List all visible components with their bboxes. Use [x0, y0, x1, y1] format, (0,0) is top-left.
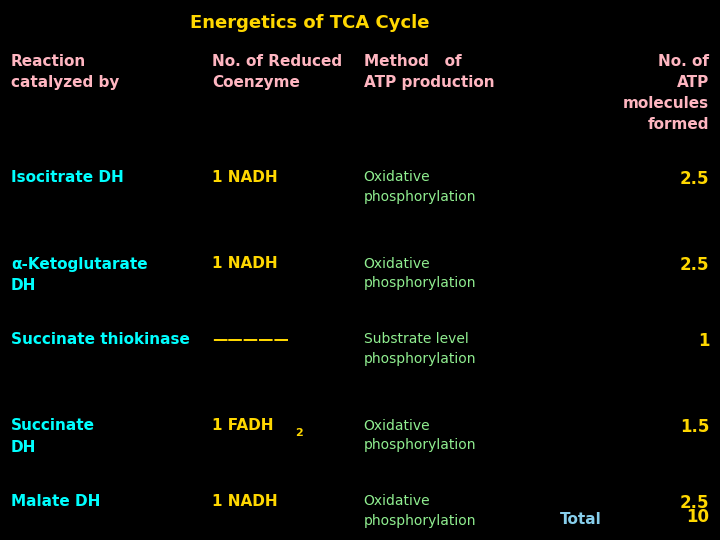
Text: Energetics of TCA Cycle: Energetics of TCA Cycle [190, 14, 429, 31]
Text: Isocitrate DH: Isocitrate DH [11, 170, 124, 185]
Text: 1 FADH: 1 FADH [212, 418, 274, 434]
Text: Succinate
DH: Succinate DH [11, 418, 95, 455]
Text: 1 NADH: 1 NADH [212, 170, 278, 185]
Text: Oxidative
phosphorylation: Oxidative phosphorylation [364, 418, 476, 452]
Text: Total: Total [559, 511, 601, 526]
Text: 2.5: 2.5 [680, 170, 709, 188]
Text: No. of
ATP
molecules
formed: No. of ATP molecules formed [623, 54, 709, 132]
Text: Reaction
catalyzed by: Reaction catalyzed by [11, 54, 120, 90]
Text: Method   of
ATP production: Method of ATP production [364, 54, 494, 90]
Text: α-Ketoglutarate
DH: α-Ketoglutarate DH [11, 256, 148, 293]
Text: —————: ————— [212, 332, 289, 347]
Text: 2: 2 [295, 428, 303, 438]
Text: Oxidative
phosphorylation: Oxidative phosphorylation [364, 170, 476, 204]
Text: 1 NADH: 1 NADH [212, 256, 278, 272]
Text: 1 NADH: 1 NADH [212, 494, 278, 509]
Text: 1: 1 [698, 332, 709, 350]
Text: 2.5: 2.5 [680, 256, 709, 274]
Text: Oxidative
phosphorylation: Oxidative phosphorylation [364, 256, 476, 290]
Text: 2.5: 2.5 [680, 494, 709, 512]
Text: 1.5: 1.5 [680, 418, 709, 436]
Text: Succinate thiokinase: Succinate thiokinase [11, 332, 189, 347]
Text: Substrate level
phosphorylation: Substrate level phosphorylation [364, 332, 476, 366]
Text: 10: 10 [686, 509, 709, 526]
Text: Malate DH: Malate DH [11, 494, 100, 509]
Text: No. of Reduced
Coenzyme: No. of Reduced Coenzyme [212, 54, 343, 90]
Text: Oxidative
phosphorylation: Oxidative phosphorylation [364, 494, 476, 528]
